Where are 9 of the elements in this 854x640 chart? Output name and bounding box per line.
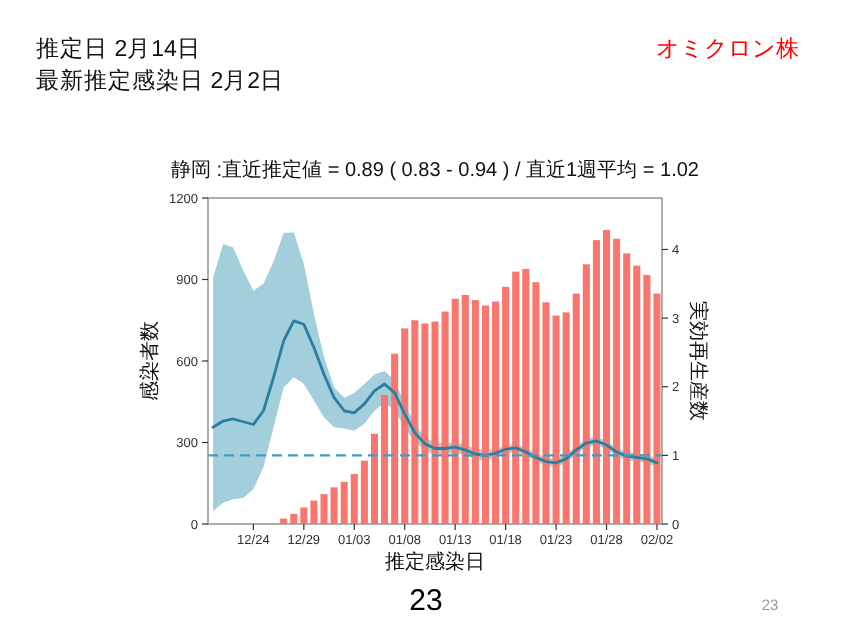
- text: 最新推定感染日 2月2日: [36, 66, 284, 94]
- line-series: [211, 319, 659, 465]
- y-axis-title: 感染者数: [138, 321, 162, 401]
- text: オミクロン株: [656, 36, 800, 62]
- y2-axis-title: 実効再生産数: [686, 301, 710, 421]
- x-axis-title: 推定感染日: [385, 550, 485, 574]
- text: 23: [409, 584, 443, 618]
- chart-title: 静岡 :直近推定値 = 0.89 ( 0.83 - 0.94 ) / 直近1週平均 = 1.02: [171, 158, 700, 182]
- text: 推定日 2月14日: [36, 34, 201, 62]
